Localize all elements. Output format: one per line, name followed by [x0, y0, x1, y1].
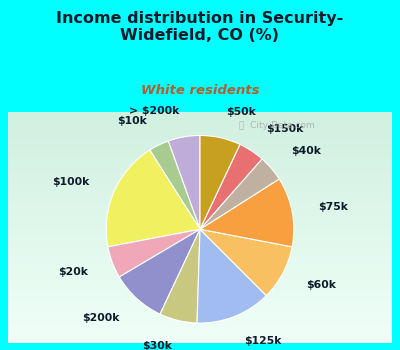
- Wedge shape: [200, 229, 292, 296]
- Text: $10k: $10k: [118, 117, 147, 126]
- Text: > $200k: > $200k: [129, 106, 179, 116]
- Wedge shape: [200, 179, 294, 247]
- Text: ⓘ  City-Data.com: ⓘ City-Data.com: [239, 121, 315, 131]
- Text: $60k: $60k: [306, 280, 336, 290]
- Wedge shape: [197, 229, 266, 323]
- Wedge shape: [106, 150, 200, 247]
- Text: $100k: $100k: [52, 176, 90, 187]
- Text: $30k: $30k: [142, 341, 172, 350]
- Text: Income distribution in Security-
Widefield, CO (%): Income distribution in Security- Widefie…: [56, 10, 344, 43]
- Text: $150k: $150k: [266, 124, 303, 134]
- Text: $40k: $40k: [291, 146, 321, 156]
- Wedge shape: [150, 141, 200, 229]
- Text: $50k: $50k: [226, 107, 256, 117]
- Wedge shape: [200, 145, 262, 229]
- Wedge shape: [160, 229, 200, 323]
- Text: $125k: $125k: [244, 336, 282, 346]
- Text: $200k: $200k: [82, 313, 119, 323]
- Wedge shape: [108, 229, 200, 277]
- Wedge shape: [168, 135, 200, 229]
- Text: White residents: White residents: [141, 84, 259, 97]
- Wedge shape: [200, 135, 240, 229]
- Wedge shape: [200, 159, 279, 229]
- Wedge shape: [119, 229, 200, 314]
- Text: $75k: $75k: [318, 202, 348, 212]
- Text: $20k: $20k: [58, 267, 88, 277]
